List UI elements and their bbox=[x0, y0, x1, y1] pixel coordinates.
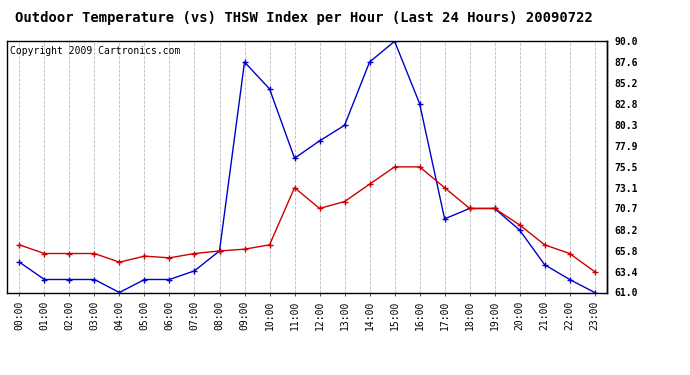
Text: Copyright 2009 Cartronics.com: Copyright 2009 Cartronics.com bbox=[10, 46, 180, 56]
Text: Outdoor Temperature (vs) THSW Index per Hour (Last 24 Hours) 20090722: Outdoor Temperature (vs) THSW Index per … bbox=[14, 11, 593, 25]
